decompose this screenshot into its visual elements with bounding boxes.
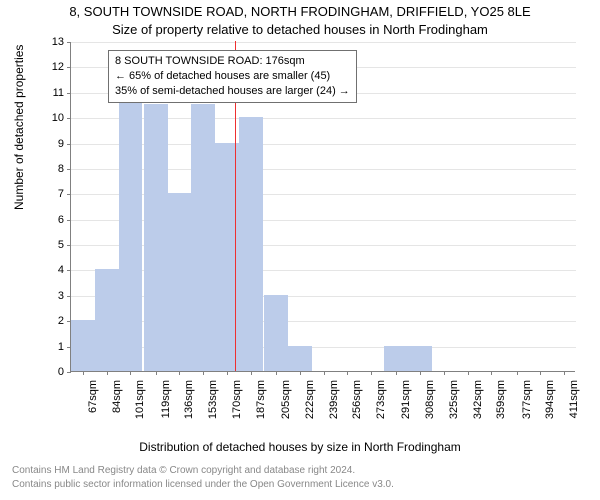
footer-line-1: Contains HM Land Registry data © Crown c… [12, 465, 355, 476]
xtick-mark [203, 371, 204, 375]
annotation-box: 8 SOUTH TOWNSIDE ROAD: 176sqm← 65% of de… [108, 50, 357, 103]
title-line-1: 8, SOUTH TOWNSIDE ROAD, NORTH FRODINGHAM… [0, 4, 600, 19]
xtick-label: 342sqm [472, 380, 484, 430]
xtick-label: 377sqm [521, 380, 533, 430]
xtick-mark [251, 371, 252, 375]
y-axis-label: Number of detached properties [12, 45, 26, 210]
xtick-mark [396, 371, 397, 375]
ytick-mark [67, 42, 71, 43]
xtick-mark [300, 371, 301, 375]
ytick-label: 1 [40, 341, 64, 353]
xtick-mark [347, 371, 348, 375]
xtick-label: 136sqm [183, 380, 195, 430]
histogram-bar [288, 346, 312, 371]
xtick-mark [130, 371, 131, 375]
x-axis-label: Distribution of detached houses by size … [0, 440, 600, 454]
xtick-label: 187sqm [255, 380, 267, 430]
ytick-label: 0 [40, 366, 64, 378]
xtick-label: 291sqm [400, 380, 412, 430]
xtick-label: 411sqm [568, 380, 580, 430]
ytick-label: 2 [40, 315, 64, 327]
xtick-mark [371, 371, 372, 375]
xtick-label: 325sqm [448, 380, 460, 430]
ytick-mark [67, 67, 71, 68]
histogram-bar [168, 193, 192, 371]
xtick-label: 394sqm [544, 380, 556, 430]
histogram-bar [71, 320, 95, 371]
ytick-mark [67, 93, 71, 94]
ytick-mark [67, 296, 71, 297]
ytick-label: 8 [40, 163, 64, 175]
histogram-bar [264, 295, 288, 371]
ytick-mark [67, 194, 71, 195]
annotation-l3: 35% of semi-detached houses are larger (… [115, 84, 350, 99]
xtick-label: 222sqm [304, 380, 316, 430]
histogram-bar [191, 104, 215, 371]
xtick-mark [324, 371, 325, 375]
histogram-bar [384, 346, 408, 371]
annotation-l1: 8 SOUTH TOWNSIDE ROAD: 176sqm [115, 54, 350, 69]
xtick-mark [107, 371, 108, 375]
ytick-mark [67, 270, 71, 271]
histogram-bar [239, 117, 263, 371]
xtick-mark [517, 371, 518, 375]
ytick-label: 7 [40, 188, 64, 200]
xtick-mark [420, 371, 421, 375]
xtick-mark [156, 371, 157, 375]
annotation-l2: ← 65% of detached houses are smaller (45… [115, 69, 350, 84]
xtick-label: 359sqm [495, 380, 507, 430]
xtick-label: 119sqm [160, 380, 172, 430]
xtick-mark [444, 371, 445, 375]
title-line-2: Size of property relative to detached ho… [0, 22, 600, 37]
ytick-mark [67, 372, 71, 373]
xtick-mark [276, 371, 277, 375]
ytick-mark [67, 169, 71, 170]
xtick-label: 239sqm [328, 380, 340, 430]
ytick-label: 4 [40, 264, 64, 276]
ytick-label: 13 [40, 36, 64, 48]
histogram-bar [144, 104, 168, 371]
histogram-bar [408, 346, 432, 371]
ytick-mark [67, 118, 71, 119]
xtick-mark [468, 371, 469, 375]
xtick-label: 67sqm [87, 380, 99, 430]
ytick-label: 11 [40, 87, 64, 99]
xtick-label: 273sqm [375, 380, 387, 430]
xtick-label: 170sqm [231, 380, 243, 430]
xtick-label: 256sqm [351, 380, 363, 430]
ytick-label: 9 [40, 138, 64, 150]
footer-line-2: Contains public sector information licen… [12, 479, 394, 490]
gridline [71, 42, 576, 43]
xtick-label: 153sqm [207, 380, 219, 430]
chart-container: 8, SOUTH TOWNSIDE ROAD, NORTH FRODINGHAM… [0, 0, 600, 500]
ytick-mark [67, 144, 71, 145]
xtick-label: 205sqm [280, 380, 292, 430]
ytick-mark [67, 220, 71, 221]
ytick-mark [67, 245, 71, 246]
xtick-mark [83, 371, 84, 375]
xtick-mark [540, 371, 541, 375]
xtick-label: 84sqm [111, 380, 123, 430]
ytick-label: 3 [40, 290, 64, 302]
xtick-label: 308sqm [424, 380, 436, 430]
ytick-label: 10 [40, 112, 64, 124]
ytick-label: 5 [40, 239, 64, 251]
xtick-mark [564, 371, 565, 375]
xtick-label: 101sqm [134, 380, 146, 430]
ytick-label: 6 [40, 214, 64, 226]
histogram-bar [119, 92, 143, 371]
xtick-mark [491, 371, 492, 375]
histogram-bar [95, 269, 119, 371]
xtick-mark [227, 371, 228, 375]
ytick-label: 12 [40, 61, 64, 73]
xtick-mark [179, 371, 180, 375]
